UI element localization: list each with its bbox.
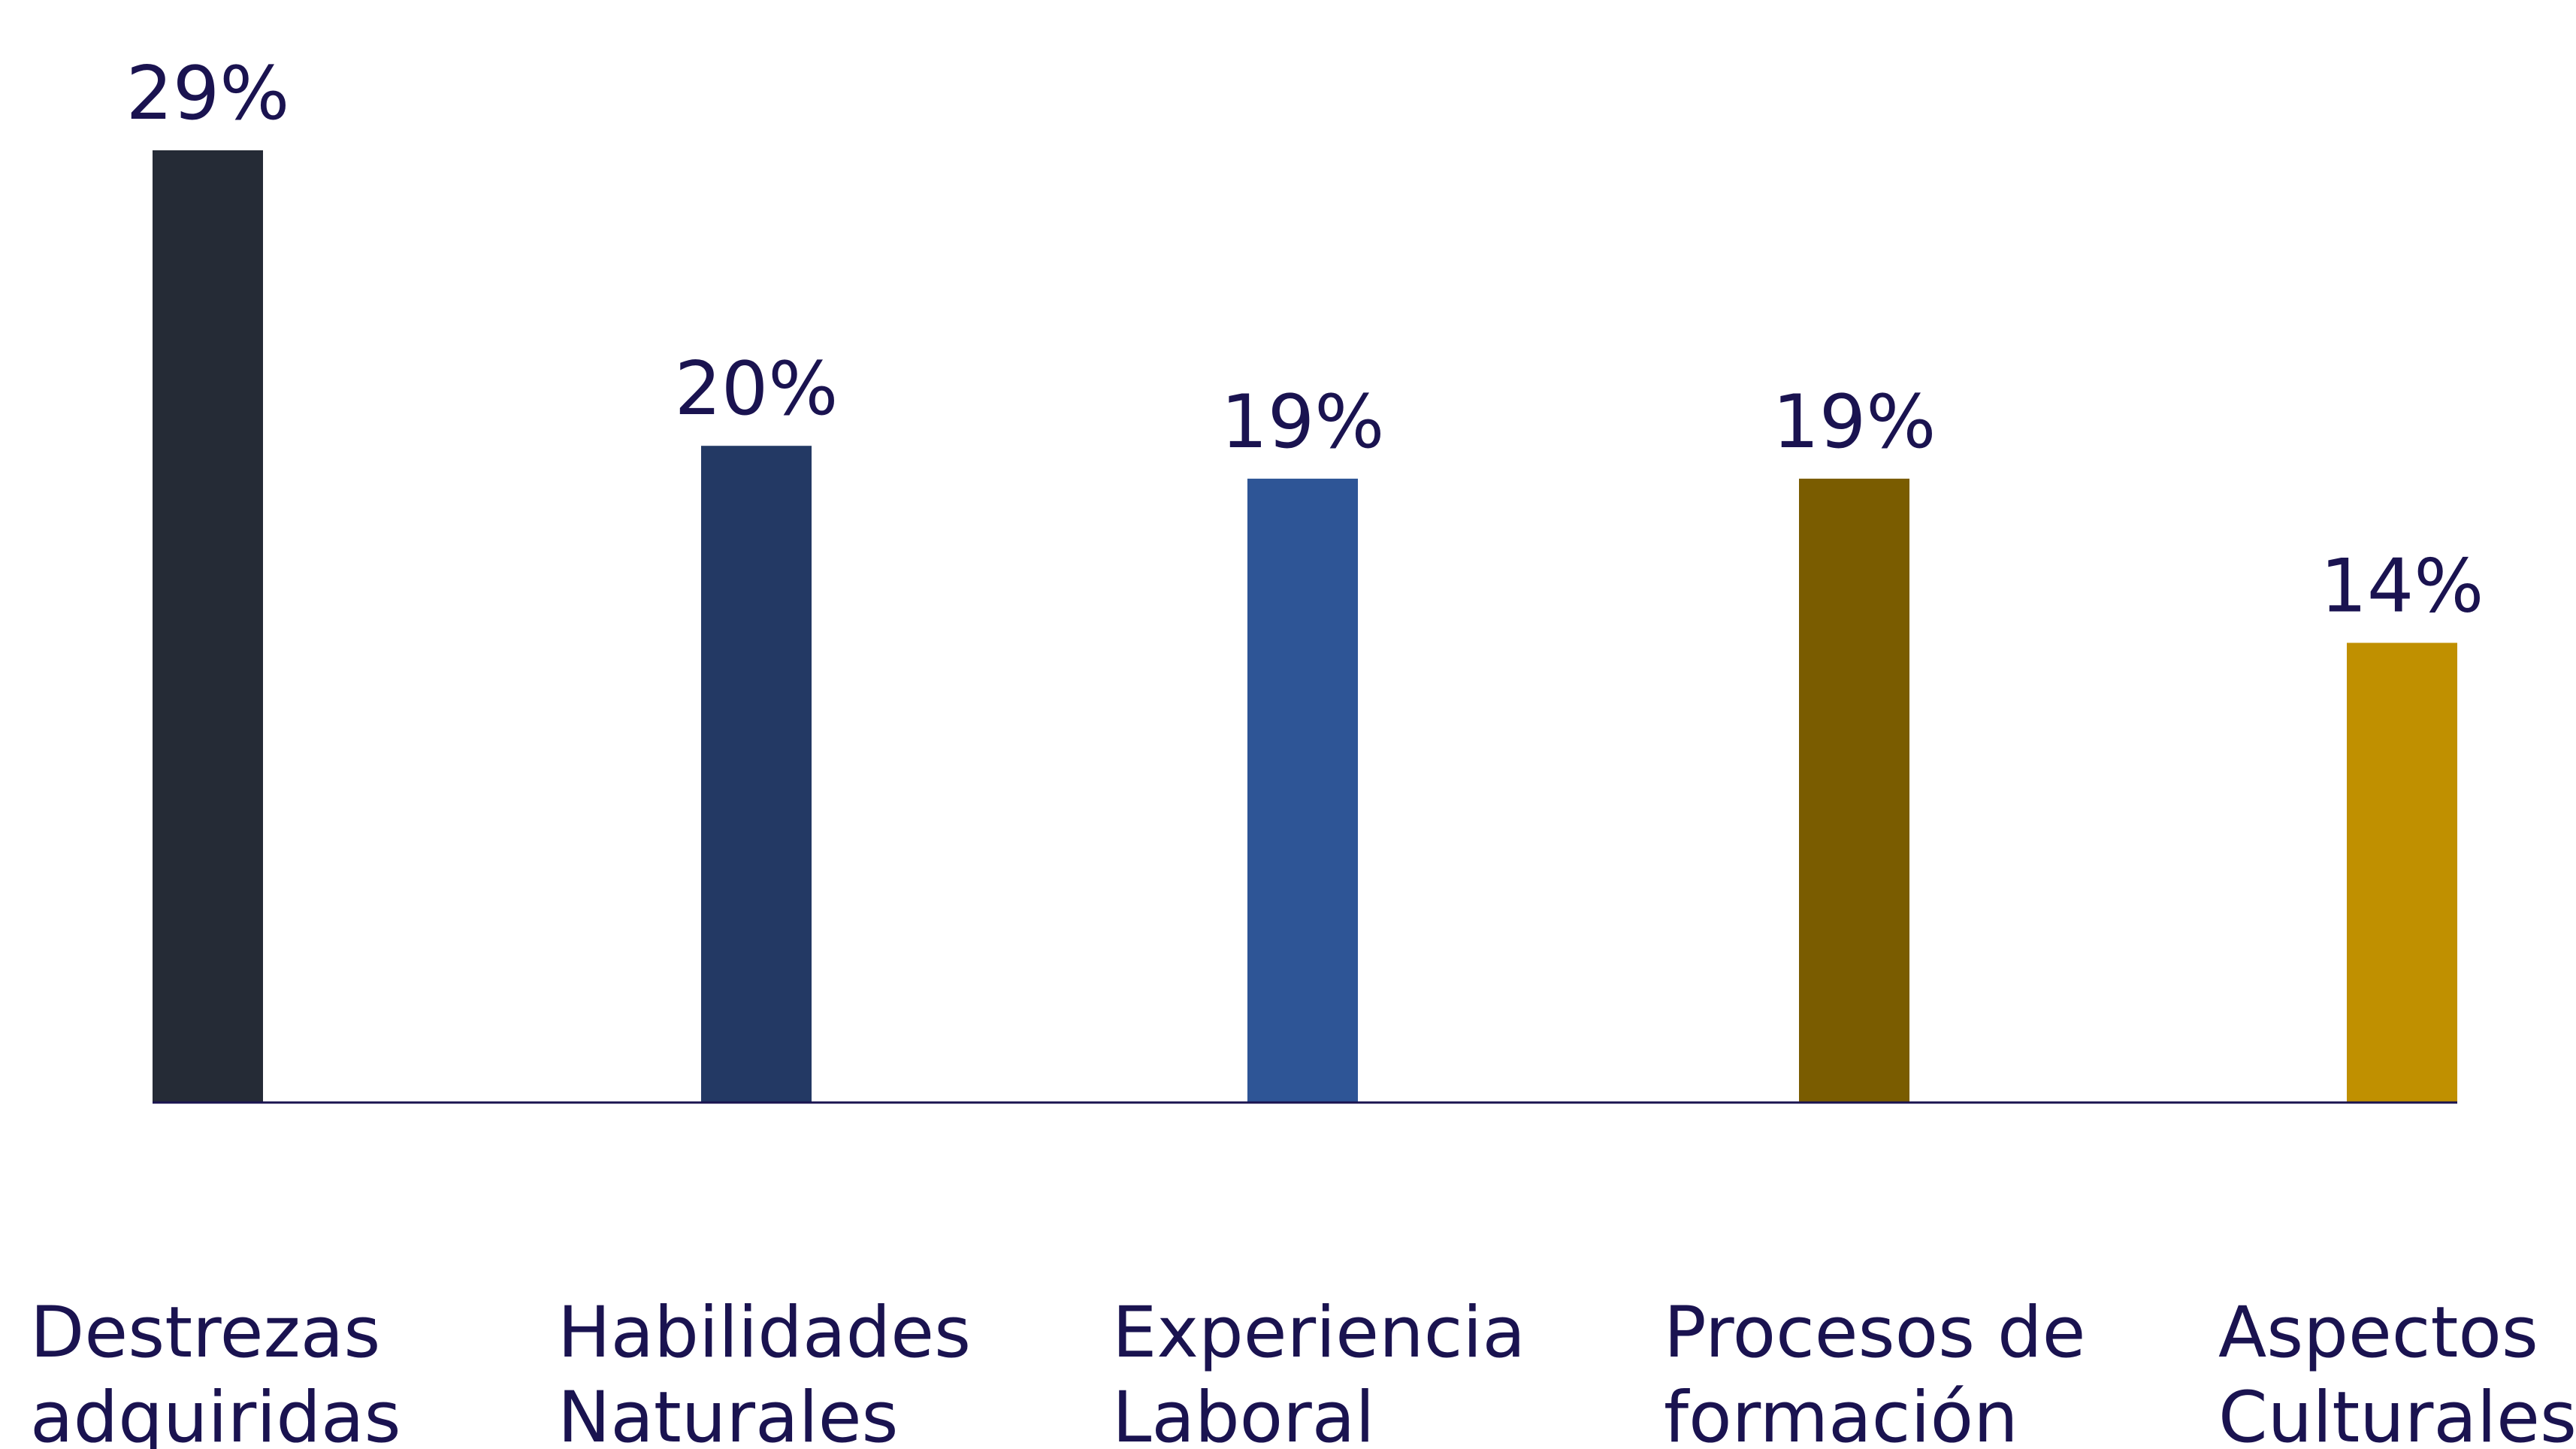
category-label-3-line-2: Laboral [1112, 1377, 1375, 1449]
value-label-4: 19% [1773, 380, 1937, 465]
value-labels-group: 29% 20% 19% 19% 14% [126, 51, 2484, 629]
category-label-2-line-1: Habilidades [558, 1292, 971, 1374]
bar-2 [701, 446, 812, 1103]
category-label-1-line-2: adquiridas [30, 1377, 401, 1449]
value-label-3: 19% [1221, 380, 1385, 465]
bar-3 [1247, 478, 1358, 1103]
category-label-5-line-2: Culturales [2218, 1377, 2576, 1449]
bars-group [153, 150, 2457, 1103]
category-label-2-line-2: Naturales [558, 1377, 899, 1449]
bar-1 [153, 150, 263, 1103]
value-label-1: 29% [126, 51, 290, 137]
category-label-1-line-1: Destrezas [30, 1292, 380, 1374]
value-label-2: 20% [675, 346, 839, 432]
category-label-5-line-1: Aspectos [2218, 1292, 2538, 1374]
value-label-5: 14% [2321, 543, 2484, 629]
bar-4 [1799, 478, 1909, 1103]
category-label-4-line-2: formación [1664, 1377, 2018, 1449]
category-label-3-line-1: Experiencia [1112, 1292, 1525, 1374]
bar-5 [2347, 643, 2457, 1103]
category-label-4-line-1: Procesos de [1664, 1292, 2085, 1374]
